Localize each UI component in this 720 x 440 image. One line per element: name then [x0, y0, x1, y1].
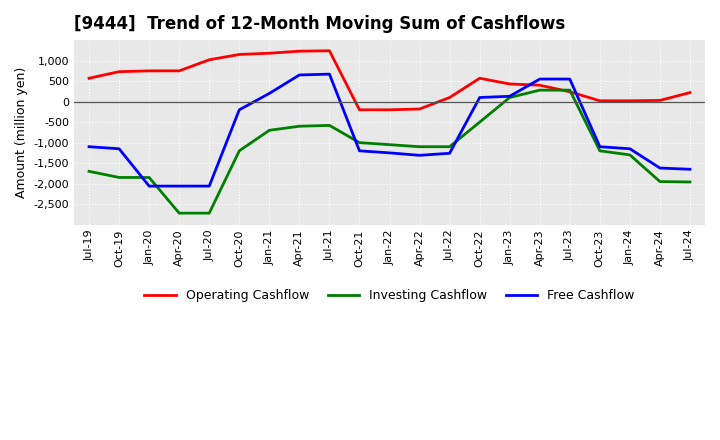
Free Cashflow: [265, 91, 274, 96]
Investing Cashflow: [626, 152, 634, 158]
Operating Cashflow: [265, 51, 274, 56]
Free Cashflow: [475, 95, 484, 100]
Operating Cashflow: [235, 52, 243, 57]
Operating Cashflow: [175, 68, 184, 73]
Operating Cashflow: [475, 76, 484, 81]
Free Cashflow: [114, 146, 123, 151]
Operating Cashflow: [505, 81, 514, 87]
Investing Cashflow: [595, 148, 604, 154]
Investing Cashflow: [385, 142, 394, 147]
Operating Cashflow: [385, 107, 394, 113]
Operating Cashflow: [415, 106, 424, 112]
Operating Cashflow: [626, 98, 634, 103]
Operating Cashflow: [85, 76, 94, 81]
Operating Cashflow: [114, 69, 123, 74]
Investing Cashflow: [85, 169, 94, 174]
Free Cashflow: [595, 144, 604, 149]
Investing Cashflow: [656, 179, 665, 184]
Free Cashflow: [385, 150, 394, 155]
Free Cashflow: [325, 72, 334, 77]
Free Cashflow: [415, 153, 424, 158]
Operating Cashflow: [325, 48, 334, 53]
Operating Cashflow: [355, 107, 364, 113]
Operating Cashflow: [445, 95, 454, 100]
Operating Cashflow: [595, 98, 604, 103]
Free Cashflow: [445, 150, 454, 156]
Free Cashflow: [235, 107, 243, 113]
Free Cashflow: [145, 183, 153, 189]
Investing Cashflow: [565, 88, 574, 93]
Line: Free Cashflow: Free Cashflow: [89, 74, 690, 186]
Investing Cashflow: [355, 140, 364, 145]
Operating Cashflow: [205, 57, 214, 62]
Investing Cashflow: [415, 144, 424, 149]
Free Cashflow: [205, 183, 214, 189]
Investing Cashflow: [445, 144, 454, 149]
Free Cashflow: [175, 183, 184, 189]
Free Cashflow: [85, 144, 94, 149]
Operating Cashflow: [656, 98, 665, 103]
Legend: Operating Cashflow, Investing Cashflow, Free Cashflow: Operating Cashflow, Investing Cashflow, …: [140, 284, 639, 307]
Investing Cashflow: [205, 210, 214, 216]
Text: [9444]  Trend of 12-Month Moving Sum of Cashflows: [9444] Trend of 12-Month Moving Sum of C…: [74, 15, 565, 33]
Line: Investing Cashflow: Investing Cashflow: [89, 90, 690, 213]
Operating Cashflow: [295, 48, 304, 54]
Investing Cashflow: [114, 175, 123, 180]
Operating Cashflow: [536, 83, 544, 88]
Investing Cashflow: [295, 124, 304, 129]
Investing Cashflow: [325, 123, 334, 128]
Investing Cashflow: [265, 128, 274, 133]
Operating Cashflow: [565, 89, 574, 95]
Free Cashflow: [536, 77, 544, 82]
Operating Cashflow: [145, 68, 153, 73]
Investing Cashflow: [235, 148, 243, 154]
Operating Cashflow: [685, 90, 694, 95]
Free Cashflow: [685, 167, 694, 172]
Investing Cashflow: [536, 88, 544, 93]
Investing Cashflow: [175, 210, 184, 216]
Investing Cashflow: [145, 175, 153, 180]
Investing Cashflow: [685, 180, 694, 185]
Free Cashflow: [355, 148, 364, 154]
Investing Cashflow: [475, 120, 484, 125]
Line: Operating Cashflow: Operating Cashflow: [89, 51, 690, 110]
Free Cashflow: [656, 165, 665, 171]
Free Cashflow: [565, 77, 574, 82]
Free Cashflow: [505, 94, 514, 99]
Investing Cashflow: [505, 95, 514, 100]
Free Cashflow: [626, 146, 634, 151]
Y-axis label: Amount (million yen): Amount (million yen): [15, 67, 28, 198]
Free Cashflow: [295, 72, 304, 77]
